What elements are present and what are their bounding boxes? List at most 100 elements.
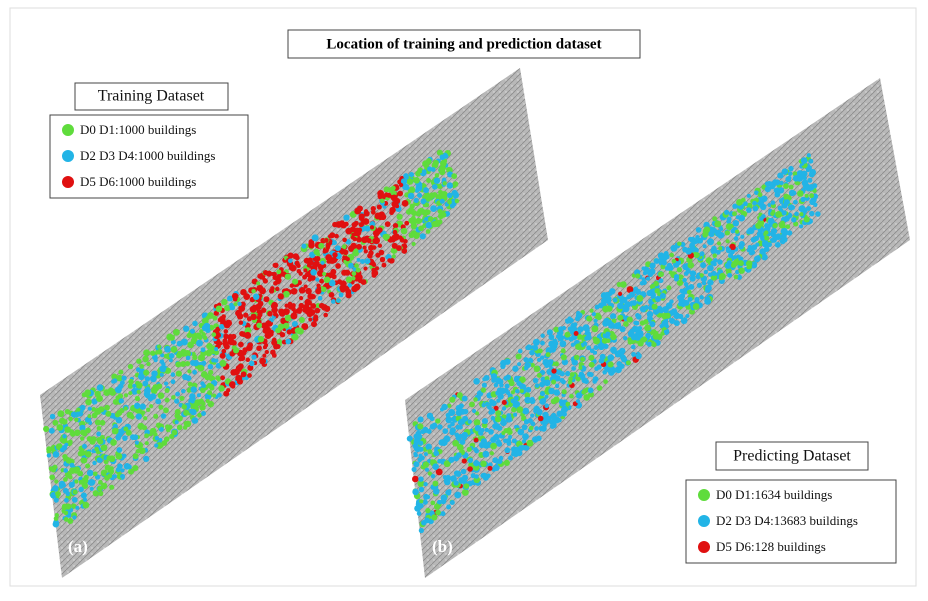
building-dot bbox=[475, 425, 481, 431]
building-dot bbox=[335, 245, 341, 251]
building-dot bbox=[587, 372, 592, 377]
building-dot bbox=[756, 255, 761, 260]
building-dot bbox=[446, 167, 450, 171]
building-dot bbox=[774, 192, 780, 198]
building-dot bbox=[251, 289, 255, 293]
building-dot bbox=[229, 382, 234, 387]
building-dot bbox=[707, 265, 714, 272]
building-dot bbox=[303, 268, 307, 272]
building-dot bbox=[52, 420, 58, 426]
building-dot bbox=[183, 410, 189, 416]
building-dot bbox=[634, 286, 638, 290]
building-dot bbox=[677, 241, 681, 245]
building-dot bbox=[787, 230, 792, 235]
building-dot bbox=[201, 411, 206, 416]
building-dot bbox=[460, 409, 466, 415]
building-dot bbox=[140, 403, 146, 409]
building-dot bbox=[69, 482, 75, 488]
building-dot bbox=[277, 339, 282, 344]
building-dot bbox=[450, 475, 456, 481]
building-dot bbox=[726, 246, 730, 250]
building-dot bbox=[353, 284, 360, 291]
building-dot bbox=[63, 419, 68, 424]
building-dot bbox=[339, 220, 344, 225]
building-dot bbox=[646, 276, 650, 280]
building-dot bbox=[101, 444, 108, 451]
building-dot bbox=[183, 326, 189, 332]
building-dot bbox=[116, 467, 121, 472]
building-dot bbox=[480, 461, 487, 468]
building-dot bbox=[515, 389, 520, 394]
building-dot bbox=[575, 343, 582, 350]
building-dot bbox=[637, 332, 644, 339]
building-dot bbox=[534, 366, 541, 373]
building-dot bbox=[137, 423, 144, 430]
building-dot bbox=[726, 223, 733, 230]
building-dot bbox=[610, 313, 616, 319]
building-dot bbox=[267, 311, 273, 317]
building-dot bbox=[482, 451, 489, 458]
building-dot bbox=[190, 360, 196, 366]
building-dot bbox=[685, 314, 689, 318]
building-dot bbox=[607, 354, 614, 361]
building-dot bbox=[620, 326, 626, 332]
building-dot bbox=[371, 206, 376, 211]
building-dot bbox=[655, 288, 660, 293]
building-dot bbox=[775, 242, 781, 248]
building-dot bbox=[578, 366, 582, 370]
building-dot bbox=[600, 354, 606, 360]
building-dot bbox=[407, 178, 414, 185]
building-dot bbox=[82, 431, 88, 437]
building-dot bbox=[401, 228, 407, 234]
building-dot bbox=[696, 275, 701, 280]
building-dot bbox=[443, 475, 447, 479]
building-dot bbox=[425, 508, 430, 513]
building-dot bbox=[295, 309, 300, 314]
building-dot bbox=[110, 439, 117, 446]
building-dot bbox=[183, 425, 188, 430]
building-dot bbox=[47, 453, 51, 457]
building-dot bbox=[494, 383, 499, 388]
building-dot bbox=[664, 330, 668, 334]
building-dot bbox=[356, 268, 361, 273]
building-dot bbox=[602, 370, 607, 375]
building-dot bbox=[263, 296, 269, 302]
building-dot bbox=[343, 249, 349, 255]
building-dot bbox=[81, 457, 87, 463]
building-dot bbox=[287, 329, 292, 334]
building-dot bbox=[797, 170, 804, 177]
building-dot bbox=[583, 394, 590, 401]
building-dot bbox=[508, 435, 512, 439]
building-dot bbox=[771, 228, 777, 234]
building-dot bbox=[264, 343, 268, 347]
building-dot bbox=[800, 197, 805, 202]
building-dot bbox=[490, 451, 494, 455]
building-dot bbox=[588, 388, 594, 394]
building-dot bbox=[677, 267, 682, 272]
building-dot bbox=[428, 216, 433, 221]
building-dot bbox=[424, 518, 430, 524]
building-dot bbox=[425, 222, 432, 229]
building-dot bbox=[207, 383, 212, 388]
building-dot bbox=[793, 200, 798, 205]
building-dot bbox=[437, 424, 442, 429]
building-dot bbox=[513, 413, 517, 417]
building-dot bbox=[134, 403, 140, 409]
building-dot bbox=[218, 385, 224, 391]
building-dot bbox=[608, 369, 614, 375]
building-dot bbox=[432, 423, 438, 429]
building-dot bbox=[816, 212, 820, 216]
building-dot bbox=[740, 235, 744, 239]
building-dot bbox=[734, 275, 739, 280]
building-dot bbox=[761, 195, 768, 202]
building-dot bbox=[122, 454, 127, 459]
building-dot bbox=[190, 386, 196, 392]
building-dot bbox=[112, 378, 117, 383]
building-dot bbox=[813, 203, 817, 207]
building-dot bbox=[411, 242, 415, 246]
building-dot bbox=[401, 248, 407, 254]
building-dot bbox=[64, 517, 69, 522]
building-dot bbox=[378, 244, 382, 248]
building-dot bbox=[418, 476, 423, 481]
building-dot bbox=[206, 399, 210, 403]
